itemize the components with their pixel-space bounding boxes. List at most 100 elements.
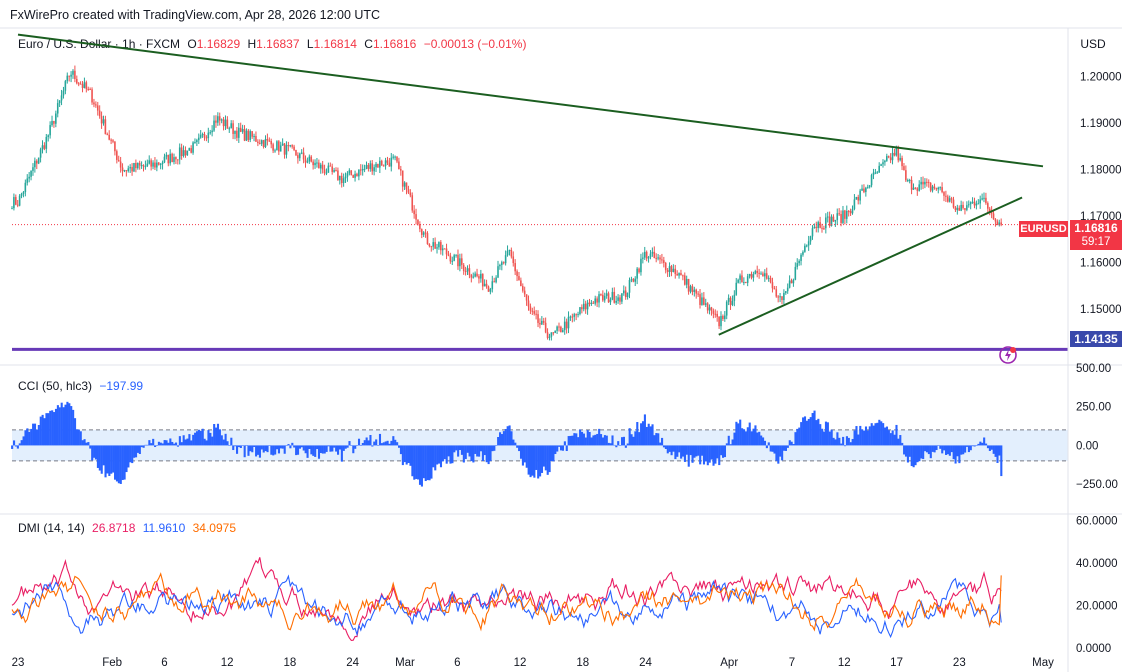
currency-button[interactable]: USD — [1080, 37, 1106, 51]
candles — [11, 65, 1002, 341]
cci-bar — [611, 435, 614, 446]
candle — [945, 190, 947, 202]
candle-body — [805, 245, 808, 247]
candle — [640, 253, 642, 276]
candle — [859, 188, 861, 205]
cci-bar — [973, 445, 976, 447]
candle-body — [533, 311, 536, 314]
cci-bar — [590, 437, 593, 446]
candle-body — [720, 315, 722, 327]
cci-bar — [582, 433, 585, 446]
candle — [975, 200, 978, 210]
candle-body — [592, 302, 595, 304]
candle — [133, 162, 135, 173]
cci-bar — [893, 434, 896, 446]
cci-bar — [935, 445, 938, 451]
candle — [537, 310, 539, 328]
candle-body — [114, 141, 116, 152]
cci-bar — [794, 432, 797, 446]
cci-bar — [563, 441, 566, 446]
cci-bar — [676, 445, 679, 457]
candle-body — [297, 155, 299, 159]
candle — [333, 167, 335, 173]
candle-body — [857, 196, 860, 201]
candle — [346, 171, 349, 182]
cci-bar — [285, 445, 288, 446]
candle-body — [971, 201, 974, 203]
candle-body — [148, 160, 151, 164]
candle-body — [842, 210, 844, 223]
candle — [756, 265, 759, 278]
candle-body — [550, 332, 553, 337]
candle-body — [514, 263, 516, 272]
cci-bar — [129, 445, 132, 463]
cci-bar — [157, 441, 160, 446]
candle — [792, 278, 795, 287]
candle-body — [274, 150, 276, 152]
candle-body — [939, 187, 941, 189]
candle-body — [590, 302, 593, 304]
candle — [279, 141, 282, 152]
candle-body — [460, 258, 463, 265]
cci-tick-label: 500.00 — [1076, 363, 1111, 375]
candle-body — [912, 187, 915, 190]
cci-bar — [901, 442, 904, 446]
candle — [87, 86, 90, 91]
candle-body — [32, 167, 34, 171]
cci-bar — [950, 445, 953, 453]
cci-bar — [758, 431, 761, 446]
alert-clock-icon[interactable] — [998, 345, 1018, 365]
cci-bar — [832, 437, 835, 446]
cci-bar — [670, 445, 673, 456]
candle-body — [420, 229, 423, 235]
cci-bar — [249, 445, 252, 452]
candle-body — [691, 286, 694, 292]
candle — [161, 160, 164, 170]
candle — [318, 159, 320, 169]
candle — [842, 205, 844, 225]
cci-bar — [420, 445, 423, 487]
candle — [983, 192, 985, 203]
cci-bar — [243, 445, 246, 458]
cci-bar — [182, 435, 185, 446]
cci-bar — [142, 445, 145, 448]
cci-bar — [388, 443, 391, 446]
candle-body — [43, 145, 46, 149]
candle-body — [337, 170, 339, 181]
cci-bar — [864, 426, 868, 446]
cci-bar — [234, 445, 237, 447]
candle — [546, 328, 549, 340]
candle — [268, 137, 271, 142]
candle — [544, 317, 547, 334]
cci-bar — [228, 445, 231, 446]
candle — [211, 125, 213, 137]
cci-bar — [317, 445, 321, 459]
cci-legend[interactable]: CCI (50, hlc3) −197.99 — [18, 379, 143, 393]
candle — [154, 157, 156, 170]
cci-bar — [424, 445, 427, 482]
cci-bar — [878, 419, 881, 446]
candle — [228, 126, 231, 133]
candle-body — [845, 211, 848, 219]
candle-body — [501, 262, 503, 266]
cci-bar — [87, 442, 90, 446]
cci-bar — [413, 445, 416, 480]
candle — [110, 138, 112, 145]
candle — [920, 176, 922, 190]
candle — [34, 157, 36, 173]
candle — [680, 269, 682, 276]
candle-body — [356, 173, 358, 177]
candle — [287, 141, 290, 152]
cci-bar — [279, 445, 282, 449]
cci-bar — [729, 444, 732, 446]
dmi-legend[interactable]: DMI (14, 14) 26.8718 11.9610 34.0975 — [18, 521, 236, 535]
cci-bar — [220, 435, 223, 446]
candle-body — [657, 257, 659, 259]
candle-body — [544, 322, 547, 333]
candle — [914, 187, 917, 190]
candle-body — [91, 89, 93, 103]
cci-bar — [906, 445, 909, 463]
candle — [937, 186, 940, 194]
cci-bar — [316, 445, 319, 450]
